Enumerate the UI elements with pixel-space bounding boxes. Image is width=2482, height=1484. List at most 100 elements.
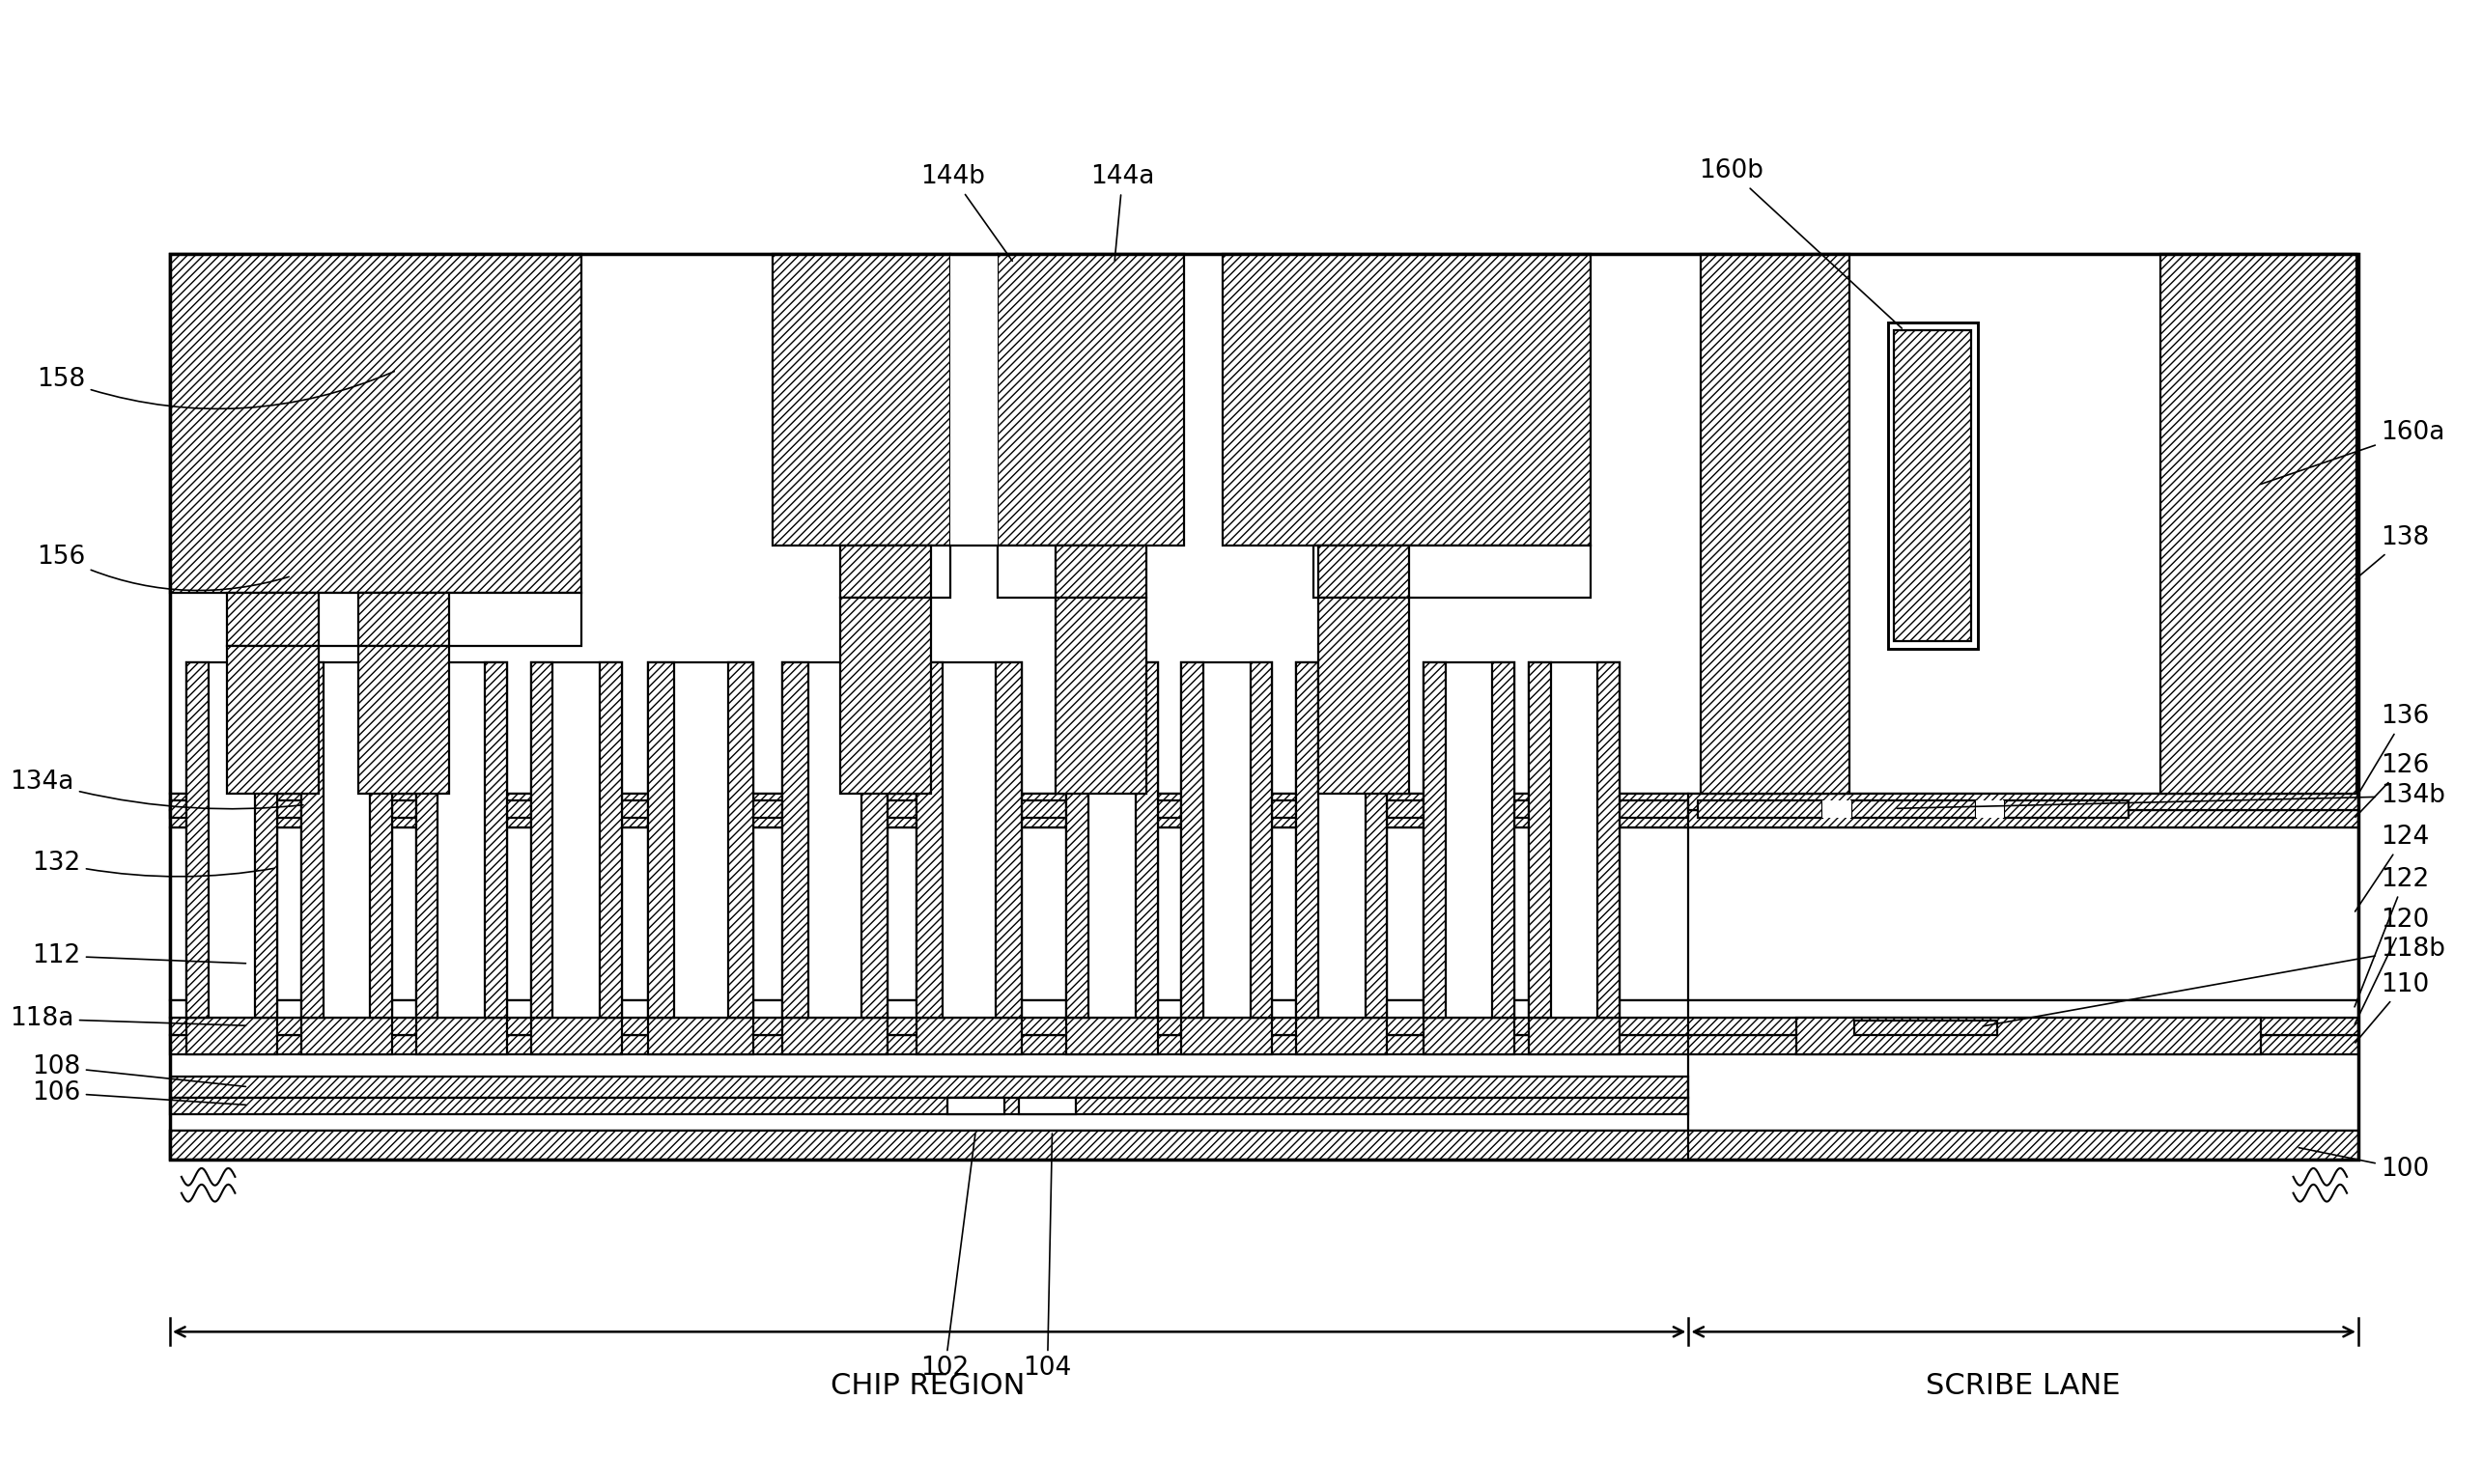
Text: 134b: 134b bbox=[1896, 784, 2445, 809]
Bar bbox=[916, 662, 943, 1018]
Bar bbox=[772, 254, 951, 546]
Bar bbox=[1822, 801, 1852, 818]
Text: 138: 138 bbox=[2355, 525, 2430, 579]
Bar bbox=[782, 662, 809, 1018]
Bar bbox=[1318, 598, 1410, 794]
Bar bbox=[1296, 662, 1318, 1018]
Bar bbox=[1797, 1018, 2261, 1054]
Bar bbox=[169, 254, 2358, 1159]
Bar bbox=[531, 1018, 620, 1054]
Text: 112: 112 bbox=[32, 944, 246, 969]
Bar bbox=[1134, 662, 1157, 1018]
Bar bbox=[169, 1018, 2358, 1036]
Text: 136: 136 bbox=[2355, 703, 2430, 800]
Text: 144a: 144a bbox=[1090, 165, 1154, 261]
Text: 160b: 160b bbox=[1700, 159, 1901, 328]
Bar bbox=[782, 662, 889, 1018]
Text: 108: 108 bbox=[32, 1054, 246, 1086]
Bar bbox=[1055, 546, 1147, 598]
Bar bbox=[1318, 546, 1410, 598]
Bar bbox=[1425, 1018, 1514, 1054]
Bar bbox=[1067, 662, 1090, 1018]
Bar bbox=[169, 1097, 1688, 1114]
Bar bbox=[1529, 1018, 1621, 1054]
Bar bbox=[169, 1036, 2358, 1054]
Text: 118b: 118b bbox=[1983, 936, 2445, 1025]
Bar bbox=[864, 546, 951, 598]
Text: 126: 126 bbox=[2355, 752, 2430, 818]
Bar bbox=[1251, 662, 1273, 1018]
Text: 156: 156 bbox=[37, 545, 288, 591]
Bar bbox=[648, 1018, 755, 1054]
Bar bbox=[2159, 254, 2355, 792]
Bar bbox=[169, 792, 2358, 810]
Text: 134a: 134a bbox=[10, 769, 303, 809]
Bar bbox=[1018, 1097, 1077, 1114]
Bar bbox=[300, 662, 323, 1018]
Bar bbox=[169, 801, 1688, 818]
Text: 100: 100 bbox=[2298, 1147, 2430, 1181]
Bar bbox=[1889, 322, 1978, 649]
Bar bbox=[417, 662, 506, 1018]
Bar bbox=[484, 662, 506, 1018]
Bar bbox=[1181, 662, 1204, 1018]
Bar bbox=[1181, 662, 1273, 1018]
Bar bbox=[1296, 662, 1387, 1018]
Bar bbox=[370, 662, 392, 1018]
Bar bbox=[1854, 1021, 1998, 1036]
Text: 132: 132 bbox=[32, 850, 276, 877]
Bar bbox=[169, 1000, 2358, 1018]
Bar bbox=[948, 1097, 1005, 1114]
Text: 124: 124 bbox=[2355, 825, 2430, 911]
Text: 106: 106 bbox=[32, 1080, 246, 1106]
Bar bbox=[951, 254, 998, 546]
Bar bbox=[169, 1131, 2358, 1159]
Bar bbox=[998, 546, 1095, 598]
Bar bbox=[1852, 801, 1976, 818]
Bar bbox=[357, 646, 449, 794]
Text: 110: 110 bbox=[2355, 972, 2430, 1043]
Bar bbox=[648, 662, 675, 1018]
Bar bbox=[1224, 254, 1591, 546]
Text: 122: 122 bbox=[2355, 867, 2430, 1006]
Bar bbox=[531, 662, 620, 1018]
Bar bbox=[228, 594, 318, 646]
Bar bbox=[782, 1018, 889, 1054]
Bar bbox=[1698, 801, 1822, 818]
Bar bbox=[417, 1018, 506, 1054]
Bar bbox=[1067, 1018, 1157, 1054]
Bar bbox=[839, 598, 931, 794]
Bar bbox=[1067, 662, 1157, 1018]
Bar bbox=[186, 1018, 278, 1054]
Bar bbox=[1529, 662, 1621, 1018]
Bar bbox=[357, 594, 449, 646]
Bar bbox=[261, 594, 581, 646]
Text: 120: 120 bbox=[2355, 908, 2430, 1024]
Bar bbox=[186, 662, 278, 1018]
Bar bbox=[1425, 662, 1514, 1018]
Bar bbox=[839, 546, 931, 598]
Bar bbox=[417, 662, 437, 1018]
Bar bbox=[1700, 254, 1849, 792]
Bar bbox=[956, 1097, 995, 1112]
Bar bbox=[256, 662, 278, 1018]
Text: 104: 104 bbox=[1023, 1134, 1072, 1380]
Bar bbox=[1598, 662, 1621, 1018]
Bar bbox=[995, 662, 1023, 1018]
Bar bbox=[648, 662, 755, 1018]
Bar bbox=[998, 254, 1184, 546]
Bar bbox=[916, 1018, 1023, 1054]
Bar bbox=[169, 828, 2358, 1000]
Text: 144b: 144b bbox=[921, 165, 1013, 261]
Bar bbox=[2005, 801, 2130, 818]
Bar bbox=[1313, 546, 1591, 598]
Bar bbox=[169, 1131, 2358, 1159]
Bar bbox=[601, 662, 620, 1018]
Bar bbox=[1365, 662, 1387, 1018]
Bar bbox=[1492, 662, 1514, 1018]
Bar bbox=[1181, 1018, 1273, 1054]
Text: CHIP REGION: CHIP REGION bbox=[831, 1371, 1025, 1399]
Bar bbox=[169, 254, 581, 594]
Text: 158: 158 bbox=[37, 368, 395, 408]
Bar bbox=[1976, 801, 2005, 818]
